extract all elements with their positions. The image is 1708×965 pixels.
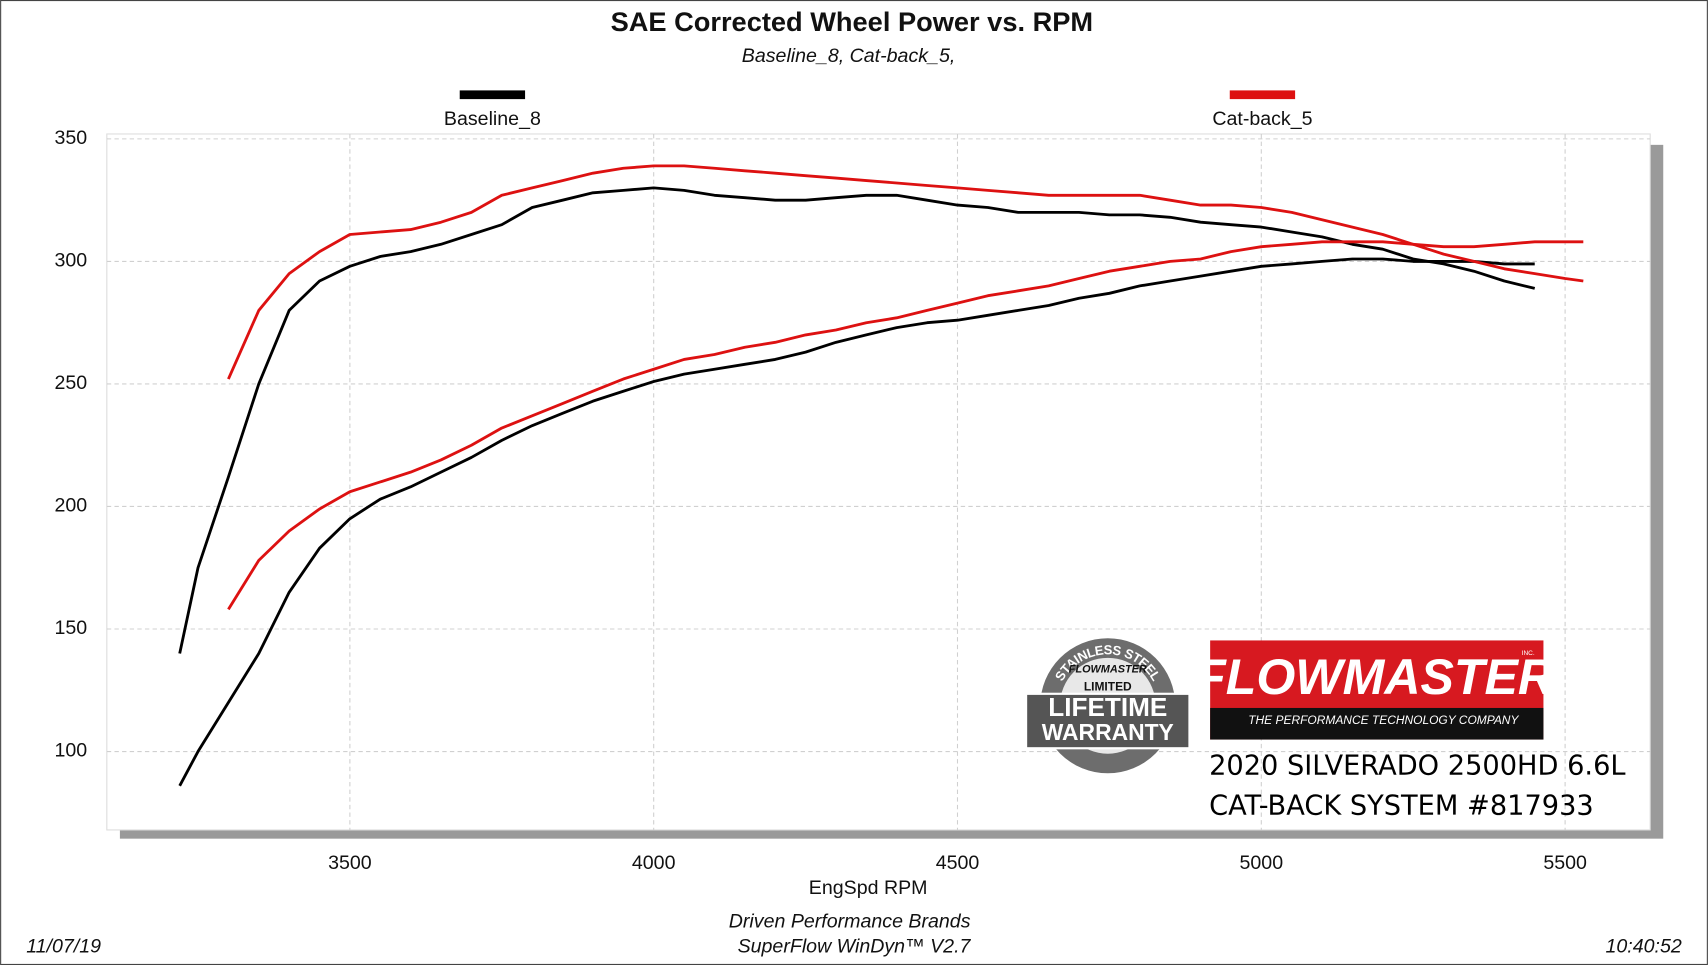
logo-brand: FLOWMASTER xyxy=(1195,649,1554,705)
flowmaster-logo: FLOWMASTER INC. THE PERFORMANCE TECHNOLO… xyxy=(1195,640,1554,740)
annotation: CAT-BACK SYSTEM #817933 xyxy=(1209,791,1594,822)
x-tick-label: 3500 xyxy=(328,852,372,874)
y-tick-label: 300 xyxy=(55,250,88,272)
legend-label: Cat-back_5 xyxy=(1212,108,1312,130)
series-line xyxy=(227,164,1584,380)
x-tick-label: 5000 xyxy=(1240,852,1284,874)
x-axis-label: EngSpd RPM xyxy=(809,877,928,899)
chart-title: SAE Corrected Wheel Power vs. RPM xyxy=(611,6,1094,37)
badge-line: LIMITED xyxy=(1084,679,1132,693)
time: 10:40:52 xyxy=(1605,936,1681,958)
badge-brand: FLOWMASTER xyxy=(1069,664,1147,676)
y-tick-label: 350 xyxy=(55,127,88,149)
y-tick-label: 250 xyxy=(55,372,88,394)
badge-band xyxy=(1024,692,1191,750)
y-tick-label: 200 xyxy=(55,495,88,517)
logo-strip xyxy=(1210,707,1544,740)
footer: SuperFlow WinDyn™ V2.7 xyxy=(738,936,972,958)
annotation: 2020 SILVERADO 2500HD 6.6L xyxy=(1209,750,1626,781)
date: 11/07/19 xyxy=(26,936,101,958)
y-tick-label: 150 xyxy=(55,617,88,639)
logo-tagline: THE PERFORMANCE TECHNOLOGY COMPANY xyxy=(1248,713,1519,727)
series-line xyxy=(178,186,1536,654)
legend-swatch xyxy=(459,90,526,100)
footer: Driven Performance Brands xyxy=(729,911,971,933)
y-tick-label: 100 xyxy=(55,740,88,762)
series-line xyxy=(178,257,1535,787)
series-line xyxy=(227,240,1584,611)
legend-swatch xyxy=(1229,90,1296,100)
x-tick-label: 4500 xyxy=(936,852,980,874)
x-tick-label: 5500 xyxy=(1543,852,1587,874)
x-tick-label: 4000 xyxy=(632,852,676,874)
badge-line: LIFETIME xyxy=(1048,692,1167,722)
warranty-badge: STAINLESS STEEL FLOWMASTER LIMITED LIFET… xyxy=(1024,638,1191,774)
badge-line: WARRANTY xyxy=(1042,719,1174,745)
legend-label: Baseline_8 xyxy=(444,108,541,130)
logo-inc: INC. xyxy=(1522,650,1535,657)
chart-subtitle: Baseline_8, Cat-back_5, xyxy=(742,45,955,67)
